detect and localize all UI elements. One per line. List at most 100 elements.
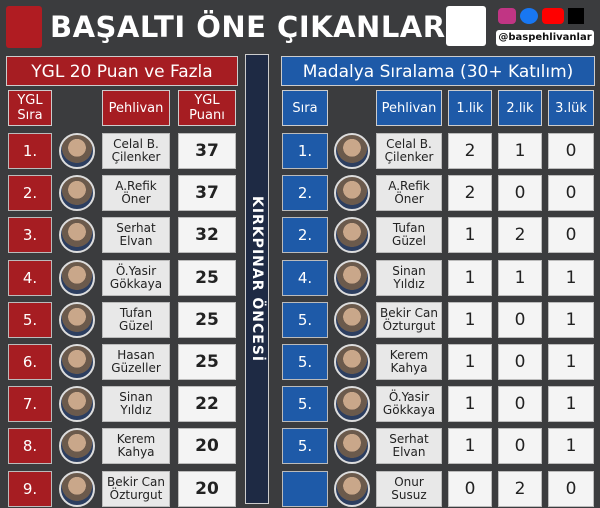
wrestler-photo (59, 344, 95, 380)
column-header: 3.lük (548, 90, 594, 126)
rank-cell: 2. (282, 217, 328, 254)
name-line: Yıldız (393, 276, 425, 291)
medal-count-cell: 1 (448, 344, 492, 380)
social-handle: @baspehlivanlar (496, 30, 594, 46)
wrestler-photo (334, 259, 370, 296)
medal-count-cell: 0 (498, 386, 542, 423)
federation-logo (446, 6, 486, 46)
medal-count-cell: 1 (548, 259, 594, 296)
name-line: Öner (394, 192, 424, 207)
wrestler-photo (334, 301, 370, 338)
medal-count-cell: 1 (448, 301, 492, 338)
wrestler-photo (59, 470, 95, 507)
name-cell: Serhat Elvan (376, 428, 442, 465)
page-title: BAŞALTI ÖNE ÇIKANLAR (50, 10, 446, 44)
medal-count-cell: 2 (498, 217, 542, 254)
medal-count-cell: 0 (498, 175, 542, 212)
name-cell: Tufan Güzel (376, 217, 442, 254)
medal-count-cell: 2 (498, 470, 542, 507)
name-line: Kahya (117, 445, 155, 460)
wrestler-photo (59, 259, 95, 296)
medal-count-cell: 0 (498, 301, 542, 338)
medal-count-cell: 0 (498, 428, 542, 465)
name-line: Güzel (119, 318, 153, 333)
name-line: Tufan (392, 221, 426, 236)
medal-count-cell: 1 (548, 428, 594, 465)
name-line: Sinan (392, 263, 426, 278)
column-header: Pehlivan (376, 90, 442, 126)
column-header: 2.lik (498, 90, 542, 126)
medal-count-cell: 1 (498, 259, 542, 296)
name-line: Gökkaya (109, 276, 163, 291)
name-line: Kerem (389, 348, 429, 362)
name-line: Celal B. (113, 137, 159, 151)
name-line: Ö.Yasir (388, 390, 430, 405)
medal-count-cell: 0 (548, 175, 594, 212)
rank-cell: 1. (8, 133, 52, 169)
rank-cell: 6. (8, 344, 52, 380)
divider-strip (245, 54, 269, 504)
rank-cell: 5. (282, 428, 328, 465)
name-line: Elvan (119, 234, 153, 249)
medal-count-cell: 1 (498, 133, 542, 169)
points-cell: 20 (178, 428, 236, 465)
medal-count-cell: 1 (548, 344, 594, 380)
medal-count-cell: 1 (448, 217, 492, 254)
rank-cell: 2. (8, 175, 52, 212)
rank-cell: 9. (8, 470, 52, 507)
name-line: Özturgut (109, 487, 163, 502)
column-header: Pehlivan (102, 90, 170, 126)
rank-cell: 8. (8, 428, 52, 465)
rank-cell: 4. (282, 259, 328, 296)
name-cell: Bekir Can Özturgut (376, 301, 442, 338)
wrestler-photo (334, 386, 370, 423)
name-line: Kerem (116, 432, 156, 447)
rank-cell: 7. (8, 386, 52, 423)
rank-cell: 1. (282, 133, 328, 169)
column-header: 1.lik (448, 90, 492, 126)
name-line: Güzel (392, 234, 426, 249)
left-panel-title: YGL 20 Puan ve Fazla (6, 56, 238, 86)
name-line: Serhat (116, 221, 156, 236)
rank-cell: 4. (8, 259, 52, 296)
name-line: Susuz (391, 487, 427, 502)
rank-cell: 2. (282, 175, 328, 212)
rank-cell: 5. (282, 301, 328, 338)
wrestler-photo (334, 217, 370, 254)
name-cell: Celal B. Çilenker (376, 133, 442, 169)
rank-cell: 5. (282, 344, 328, 380)
name-cell: Celal B. Çilenker (102, 133, 170, 169)
wrestler-photo (334, 344, 370, 380)
column-header: YGL Puanı (178, 90, 236, 126)
name-line: Onur (394, 474, 424, 489)
medal-count-cell: 1 (448, 259, 492, 296)
club-logo (6, 6, 42, 48)
right-panel-title: Madalya Sıralama (30+ Katılım) (281, 56, 595, 86)
points-cell: 25 (178, 344, 236, 380)
points-cell: 20 (178, 470, 236, 507)
name-line: A.Refik (388, 179, 430, 194)
name-cell: Hasan Güzeller (102, 344, 170, 380)
medal-count-cell: 1 (548, 386, 594, 423)
divider-label: KIRKPINAR ÖNCESİ (249, 195, 265, 363)
name-line: Elvan (392, 445, 426, 460)
wrestler-photo (334, 175, 370, 212)
name-line: A.Refik (115, 179, 157, 194)
name-cell: Sinan Yıldız (376, 259, 442, 296)
medal-count-cell: 1 (448, 428, 492, 465)
wrestler-photo (59, 217, 95, 254)
points-cell: 37 (178, 175, 236, 212)
name-line: Sinan (119, 390, 153, 405)
wrestler-photo (59, 428, 95, 465)
name-cell: Onur Susuz (376, 470, 442, 507)
name-line: Ö.Yasir (115, 263, 157, 278)
name-cell: A.Refik Öner (376, 175, 442, 212)
name-line: Gökkaya (382, 403, 436, 418)
name-cell: A.Refik Öner (102, 175, 170, 212)
points-cell: 25 (178, 301, 236, 338)
wrestler-photo (334, 428, 370, 465)
medal-count-cell: 0 (498, 344, 542, 380)
medal-count-cell: 0 (548, 470, 594, 507)
rank-cell (282, 470, 328, 507)
